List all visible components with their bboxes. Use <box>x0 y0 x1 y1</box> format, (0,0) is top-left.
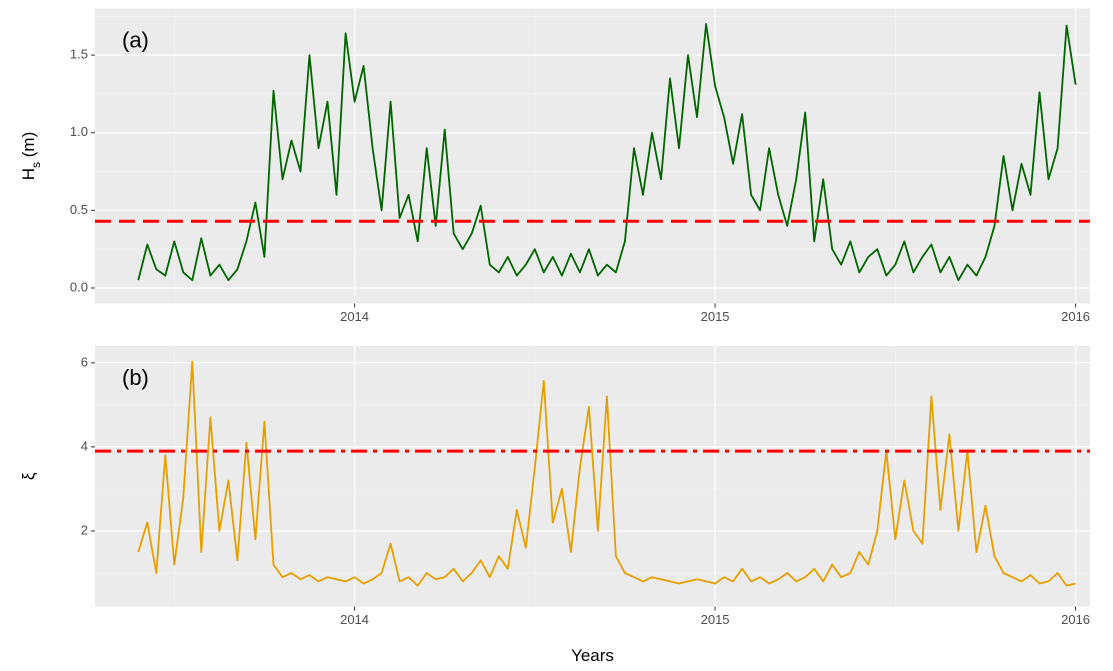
y-axis-title: ξ <box>19 472 38 480</box>
y-tick-label: 4 <box>81 438 88 453</box>
y-axis-title-part: s <box>29 162 43 168</box>
y-tick-label: 0.0 <box>70 279 88 294</box>
y-tick-label: 1.0 <box>70 124 88 139</box>
x-tick-label: 2016 <box>1061 612 1090 627</box>
y-tick-label: 6 <box>81 354 88 369</box>
panel-label: (a) <box>122 27 149 52</box>
panel-label: (b) <box>122 365 149 390</box>
x-tick-label: 2015 <box>701 612 730 627</box>
x-tick-label: 2014 <box>340 612 369 627</box>
series-line <box>137 360 1076 587</box>
y-tick-label: 0.5 <box>70 202 88 217</box>
x-tick-label: 2014 <box>340 309 369 324</box>
x-axis-title: Years <box>571 646 614 665</box>
y-axis-title-part: ξ <box>19 472 38 480</box>
y-axis-title-part: H <box>19 168 38 180</box>
x-tick-label: 2016 <box>1061 309 1090 324</box>
series-line <box>137 23 1077 282</box>
y-axis-title: Hs (m) <box>19 132 43 181</box>
y-tick-label: 1.5 <box>70 47 88 62</box>
y-axis-title-part: (m) <box>19 132 38 162</box>
x-tick-label: 2015 <box>701 309 730 324</box>
y-tick-label: 2 <box>81 522 88 537</box>
